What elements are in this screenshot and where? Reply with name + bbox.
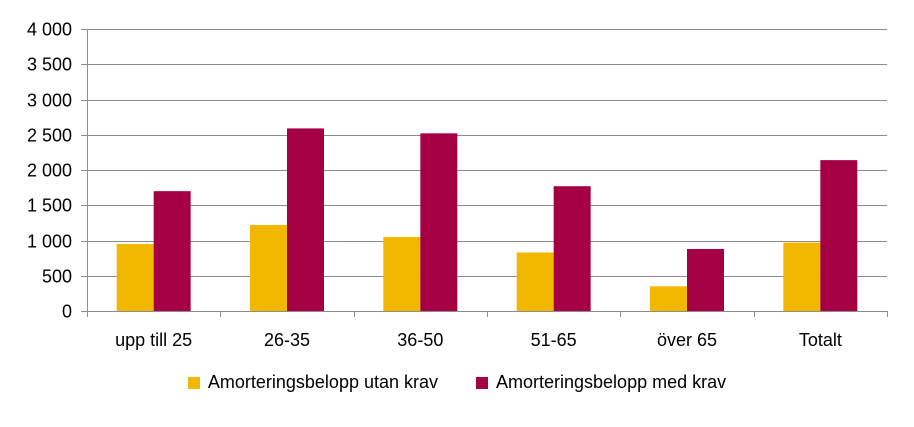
x-tick-label: 36-50 <box>397 330 443 350</box>
y-axis-tick-labels: 0 500 1 000 1 500 2 000 2 500 3 000 3 500 4 000 <box>27 20 72 322</box>
legend-label-med-krav: Amorteringsbelopp med krav <box>496 372 727 392</box>
bar-utan-krav <box>383 236 421 311</box>
y-tick-label: 2 000 <box>27 161 72 181</box>
y-tick-label: 500 <box>42 267 72 287</box>
bars <box>116 128 858 311</box>
y-tick-label: 3 500 <box>27 55 72 75</box>
y-tick-label: 0 <box>62 302 72 322</box>
legend-item-utan-krav: Amorteringsbelopp utan krav <box>187 372 438 393</box>
y-tick-label: 4 000 <box>27 20 72 40</box>
x-tick-label: över 65 <box>657 330 717 350</box>
x-tick-label: Totalt <box>799 330 842 350</box>
axes <box>87 29 888 317</box>
bar-med-krav <box>420 133 458 311</box>
bar-utan-krav <box>116 244 154 311</box>
gridlines <box>81 29 887 312</box>
y-tick-label: 1 000 <box>27 232 72 252</box>
legend-item-med-krav: Amorteringsbelopp med krav <box>476 372 726 393</box>
legend-swatch-utan-krav <box>187 376 200 389</box>
y-tick-label: 1 500 <box>27 196 72 216</box>
bar-med-krav <box>153 191 191 311</box>
legend-label-utan-krav: Amorteringsbelopp utan krav <box>207 372 438 392</box>
legend: Amorteringsbelopp utan krav Amorteringsb… <box>0 372 914 393</box>
x-tick-label: upp till 25 <box>115 330 192 350</box>
bar-med-krav <box>820 160 858 311</box>
bar-utan-krav <box>250 224 287 311</box>
y-tick-label: 3 000 <box>27 91 72 111</box>
y-tick-label: 2 500 <box>27 126 72 146</box>
bar-utan-krav <box>783 242 821 311</box>
bar-med-krav <box>687 248 724 311</box>
bar-utan-krav <box>516 252 554 311</box>
x-tick-label: 26-35 <box>264 330 310 350</box>
legend-swatch-med-krav <box>476 376 488 389</box>
x-tick-label: 51-65 <box>531 330 577 350</box>
bar-med-krav <box>553 186 591 311</box>
x-axis-tick-labels: upp till 25 26-35 36-50 51-65 över 65 Totalt <box>115 330 842 350</box>
bar-utan-krav <box>650 286 687 311</box>
bar-med-krav <box>287 128 324 311</box>
